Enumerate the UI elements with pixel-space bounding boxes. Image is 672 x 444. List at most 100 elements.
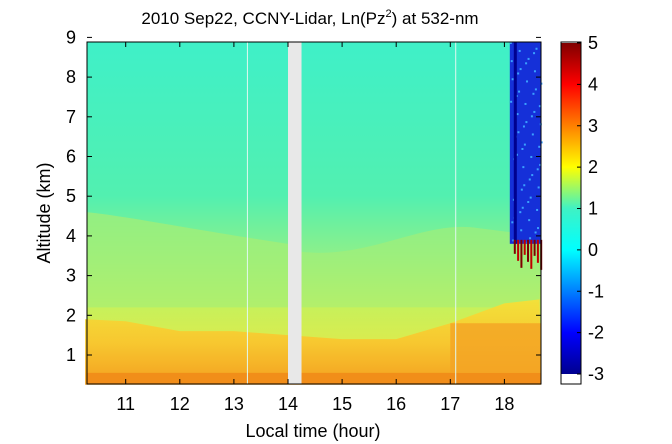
noise-pixel: [531, 174, 534, 177]
x-tick-label: 13: [224, 394, 244, 414]
noise-pixel: [530, 155, 533, 158]
noise-pixel: [511, 221, 514, 224]
x-tick-label: 18: [494, 394, 514, 414]
colorbar-tick-label: -2: [588, 323, 604, 343]
x-tick-label: 16: [386, 394, 406, 414]
title-superscript: 2: [386, 8, 392, 20]
noise-pixel: [522, 166, 525, 169]
x-tick-label: 15: [332, 394, 352, 414]
x-axis-label: Local time (hour): [245, 421, 380, 441]
noise-pixel: [538, 145, 541, 148]
noise-pixel: [509, 42, 512, 44]
noise-pixel: [519, 211, 522, 214]
colorbar: -3 -2 -1 0 1 2 3 4 5: [560, 33, 604, 385]
y-tick-label: 9: [66, 27, 76, 47]
noise-pixel: [534, 231, 537, 234]
cloud-streak: [517, 239, 520, 261]
colorbar-tick-label: -1: [588, 281, 604, 301]
noise-pixel: [533, 52, 536, 55]
y-tick-label: 3: [66, 266, 76, 286]
aerosol-layer: [87, 212, 288, 308]
noise-pixel: [531, 133, 534, 136]
colorbar-underflow: [561, 374, 581, 384]
noise-pixel: [526, 80, 529, 83]
surface-layer: [87, 372, 541, 384]
noise-pixel: [521, 206, 524, 209]
noise-pixel: [536, 208, 539, 211]
noise-pixel: [520, 229, 523, 232]
x-tick-label: 11: [116, 394, 135, 414]
noise-pixel: [539, 163, 542, 166]
title-tail: ) at 532-nm: [392, 9, 479, 28]
data-gap: [288, 42, 302, 384]
noise-pixel: [522, 125, 525, 128]
noise-pixel: [528, 178, 531, 181]
colorbar-tick-label: 5: [588, 33, 598, 53]
noise-pixel: [528, 219, 531, 222]
afternoon-mixed-layer: [450, 323, 541, 373]
cloud-streak: [523, 239, 526, 255]
noise-pixel: [540, 141, 543, 144]
y-tick-label: 5: [66, 186, 76, 206]
noise-pixel: [523, 143, 526, 146]
chart-title: 2010 Sep22, CCNY-Lidar, Ln(Pz2) at 532-n…: [141, 8, 478, 28]
noise-pixel: [530, 115, 533, 118]
noise-pixel: [510, 60, 513, 63]
noise-pixel: [519, 68, 522, 71]
y-tick-label: 6: [66, 147, 76, 167]
noise-pixel: [529, 196, 532, 199]
cloud-streak: [527, 239, 530, 262]
noise-pixel: [534, 88, 537, 91]
colorbar-tick-label: -3: [588, 364, 604, 384]
colorbar-tick-label: 0: [588, 240, 598, 260]
plot-frame: [86, 41, 542, 385]
cloud-streak: [536, 239, 539, 263]
y-axis-label: Altitude (km): [34, 162, 54, 263]
x-tick-label: 14: [278, 394, 298, 414]
noise-pixel: [512, 239, 515, 242]
y-tick-label: 8: [66, 67, 76, 87]
y-tick-label: 7: [66, 107, 76, 127]
colorbar-tick-label: 2: [588, 157, 598, 177]
noise-pixel: [525, 62, 528, 65]
noise-pixel: [537, 227, 540, 230]
x-tick-label: 17: [440, 394, 460, 414]
noise-pixel: [523, 184, 526, 187]
noise-pixel: [536, 168, 539, 171]
y-tick-label: 1: [66, 345, 76, 365]
aerosol-layer: [301, 226, 540, 308]
noise-pixel: [527, 201, 530, 203]
noise-pixel: [515, 153, 518, 156]
colorbar-tick-label: 4: [588, 74, 598, 94]
noise-pixel: [529, 237, 532, 240]
noise-pixel: [533, 70, 536, 73]
noise-pixel: [537, 186, 540, 189]
cloud-streak: [513, 239, 516, 254]
cloud-streak: [533, 239, 536, 256]
boundary-layer: [85, 299, 541, 385]
noise-pixel: [510, 100, 513, 103]
noise-pixel: [517, 131, 520, 134]
noise-pixel: [533, 110, 536, 113]
noise-pixel: [538, 105, 541, 108]
cloud-streak: [520, 239, 523, 268]
noise-pixel: [535, 47, 538, 50]
colorbar-tick-label: 1: [588, 199, 598, 219]
colorbar-frame: [560, 41, 582, 385]
noise-pixel: [524, 102, 527, 105]
noise-pixel: [527, 57, 530, 60]
y-tick-label: 2: [66, 305, 76, 325]
noise-streak: [513, 42, 517, 244]
colorbar-tick-label: 3: [588, 116, 598, 136]
y-tick-label: 4: [66, 226, 76, 246]
noise-pixel: [525, 121, 528, 124]
noise-pixel: [520, 188, 523, 191]
cloud-streak: [530, 239, 533, 269]
noise-pixel: [532, 92, 535, 95]
x-tick-label: 12: [170, 394, 190, 414]
noise-pixel: [517, 72, 520, 75]
title-main: 2010 Sep22, CCNY-Lidar, Ln(Pz: [141, 9, 385, 28]
noise-pixel: [511, 78, 514, 81]
